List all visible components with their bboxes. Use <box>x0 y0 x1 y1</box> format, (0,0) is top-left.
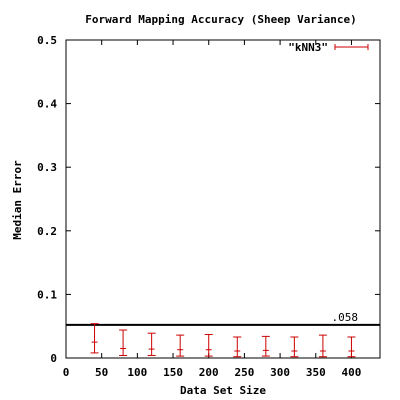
x-tick-label: 250 <box>234 366 254 379</box>
y-tick-label: 0.5 <box>37 34 57 47</box>
data-point <box>119 329 128 356</box>
y-tick-label: 0.3 <box>37 161 57 174</box>
reference-layer: .058 <box>66 311 380 326</box>
data-point <box>261 335 270 357</box>
x-tick-label: 100 <box>127 366 147 379</box>
data-point <box>318 334 327 358</box>
y-tick-label: 0.4 <box>37 98 57 111</box>
y-tick-label: 0.1 <box>37 288 57 301</box>
data-point <box>204 333 213 357</box>
x-tick-label: 150 <box>163 366 183 379</box>
x-tick-label: 350 <box>306 366 326 379</box>
data-point <box>233 336 242 358</box>
data-point <box>90 323 99 354</box>
x-tick-label: 300 <box>270 366 290 379</box>
plot-area <box>65 39 381 359</box>
x-tick-label: 400 <box>342 366 362 379</box>
chart-title: Forward Mapping Accuracy (Sheep Variance… <box>85 13 357 26</box>
y-tick-label: 0.2 <box>37 225 57 238</box>
data-point <box>347 336 356 358</box>
reference-line-label: .058 <box>332 311 359 324</box>
y-axis-label: Median Error <box>11 160 24 240</box>
y-tick-label: 0 <box>50 352 57 365</box>
legend-label: "kNN3" <box>288 41 328 54</box>
x-tick-label: 200 <box>199 366 219 379</box>
x-axis-label: Data Set Size <box>180 384 266 397</box>
y-ticks: 0 0.1 0.2 0.3 0.4 0.5 <box>37 34 380 365</box>
series-layer <box>90 323 356 358</box>
x-ticks: 0 50 100 150 200 250 300 350 400 <box>63 40 362 379</box>
data-point <box>176 334 185 357</box>
data-point <box>290 336 299 358</box>
x-tick-label: 50 <box>95 366 108 379</box>
legend: "kNN3" <box>288 41 369 54</box>
x-tick-label: 0 <box>63 366 70 379</box>
data-point <box>147 332 156 356</box>
